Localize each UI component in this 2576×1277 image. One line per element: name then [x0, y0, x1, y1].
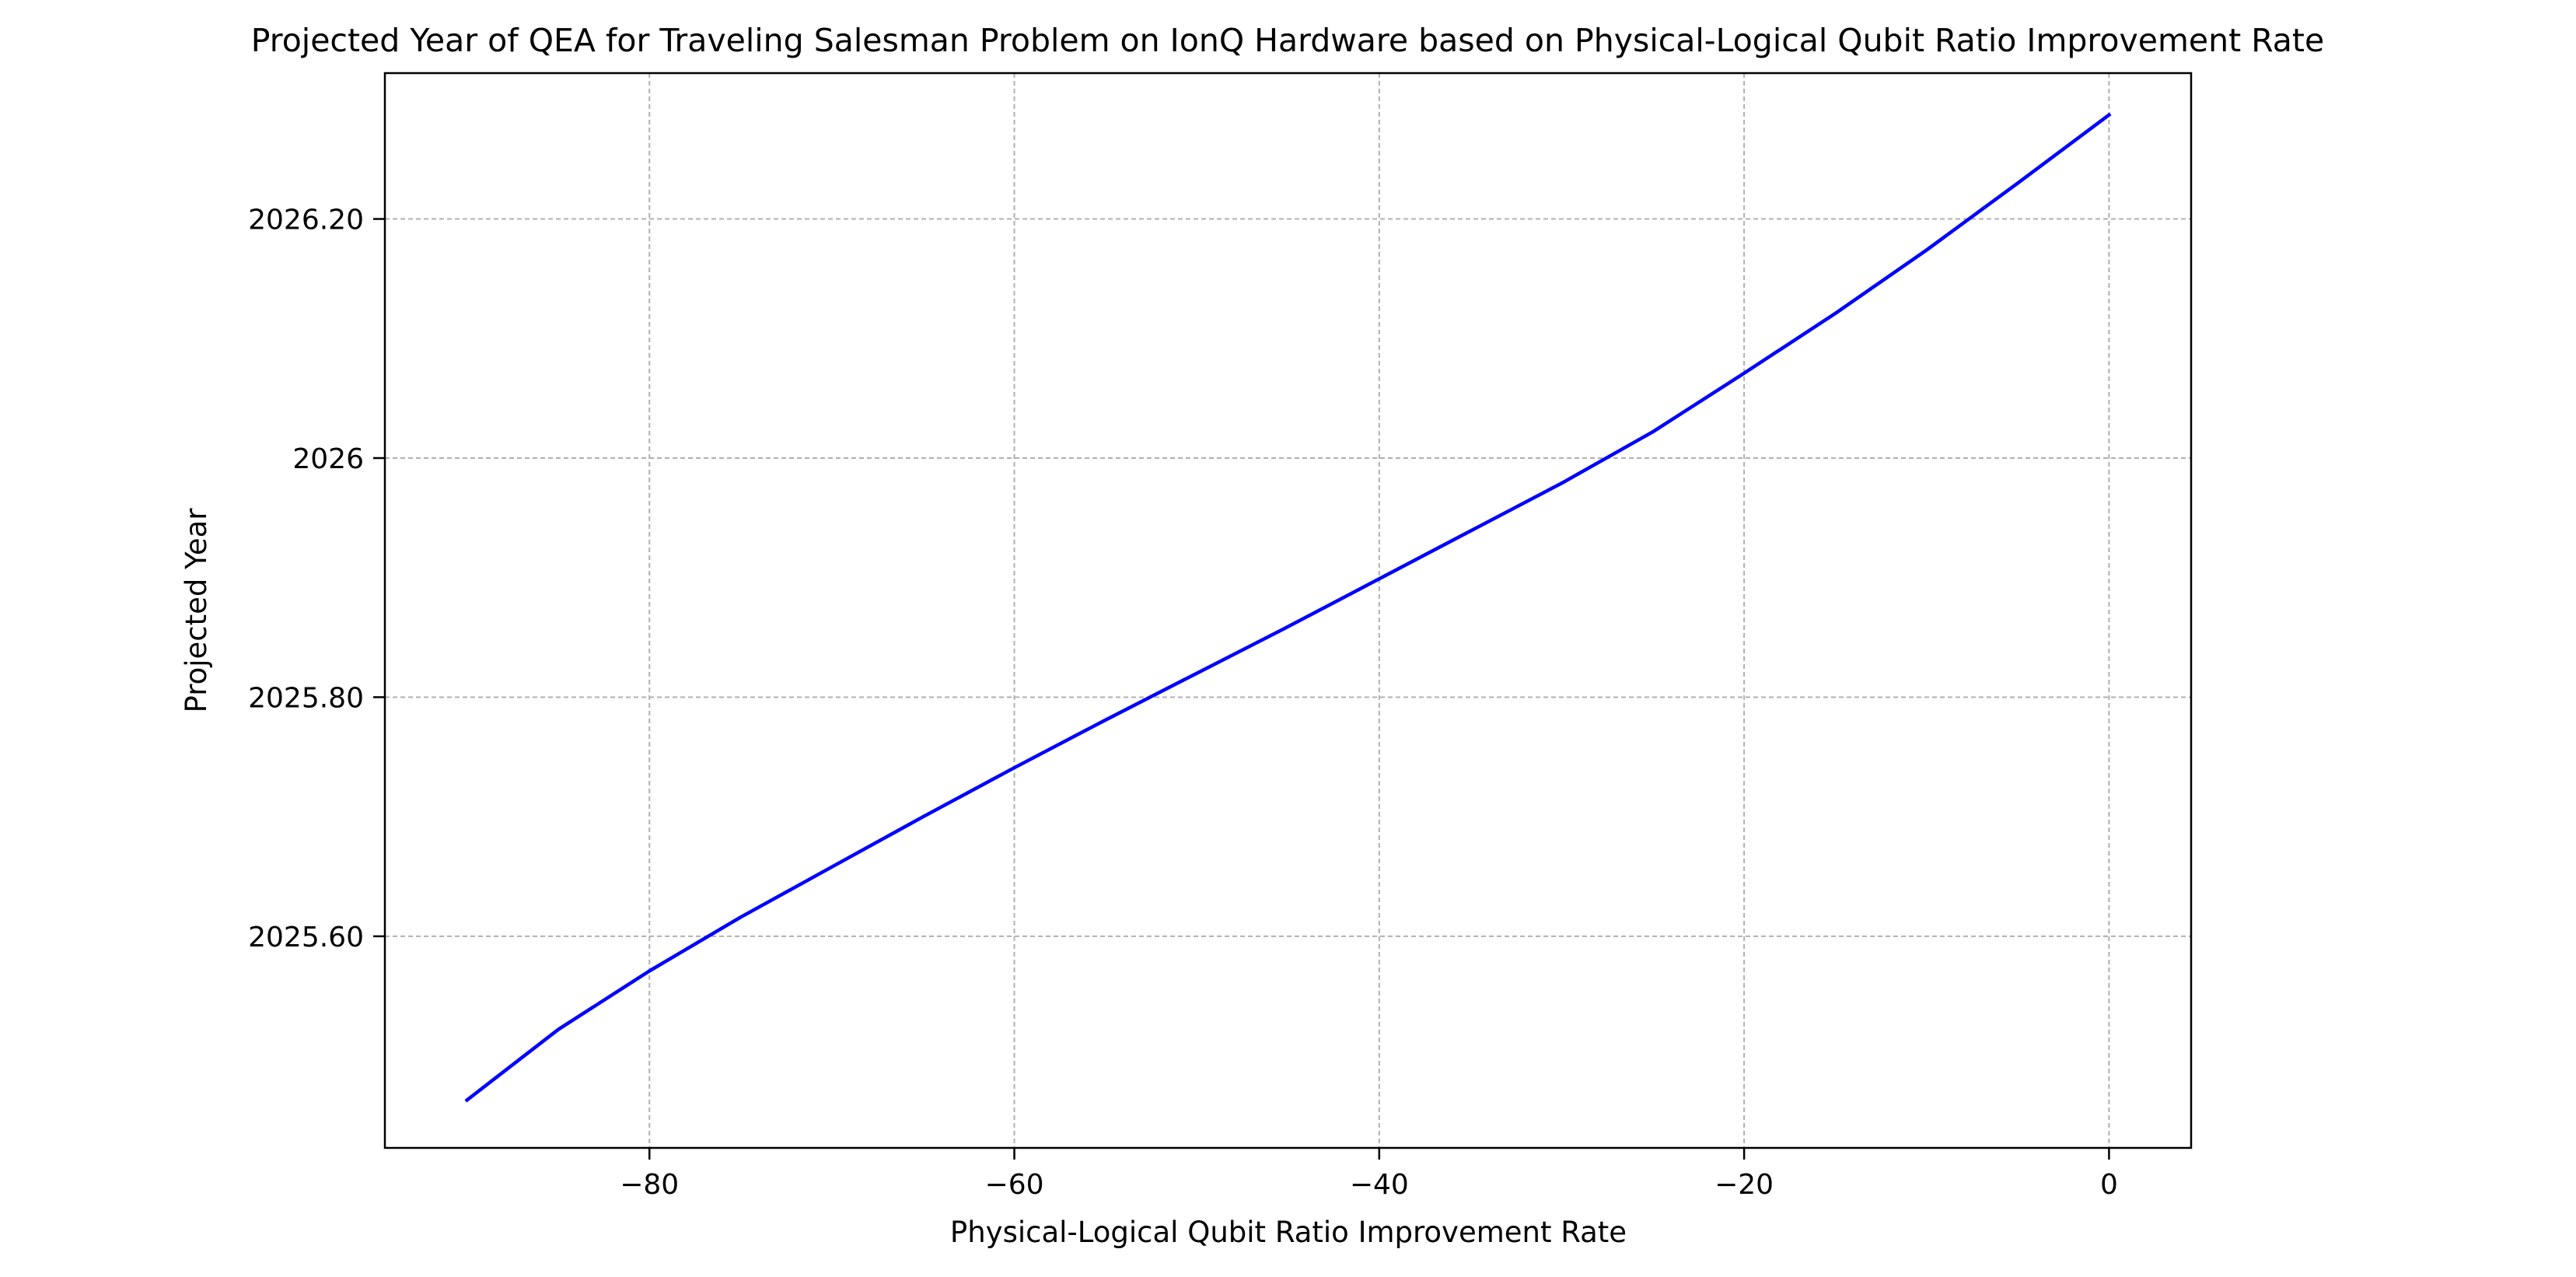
x-tick-label: −20	[1714, 1169, 1774, 1201]
series-layer	[464, 112, 2112, 1103]
y-tick-label: 2025.80	[248, 682, 364, 714]
x-tick-label: 0	[2100, 1169, 2118, 1201]
plot-frame	[383, 72, 2193, 1149]
x-axis-label: Physical-Logical Qubit Ratio Improvement…	[950, 1216, 1627, 1249]
x-tick-label: −60	[985, 1169, 1044, 1201]
ticks: −80 −60 −40 −20 0 2025.60 2025.80 2026 2026.20	[248, 205, 2118, 1201]
y-tick-label: 2026.20	[248, 205, 364, 236]
grid	[385, 73, 2191, 1148]
y-tick-label: 2025.60	[248, 922, 364, 953]
y-tick-label: 2026	[292, 443, 364, 475]
x-tick-label: −40	[1350, 1169, 1409, 1201]
series-line-0	[464, 112, 2112, 1103]
x-tick-label: −80	[620, 1169, 679, 1201]
y-axis-label: Projected Year	[180, 508, 213, 713]
chart-title: Projected Year of QEA for Traveling Sale…	[251, 22, 2324, 59]
